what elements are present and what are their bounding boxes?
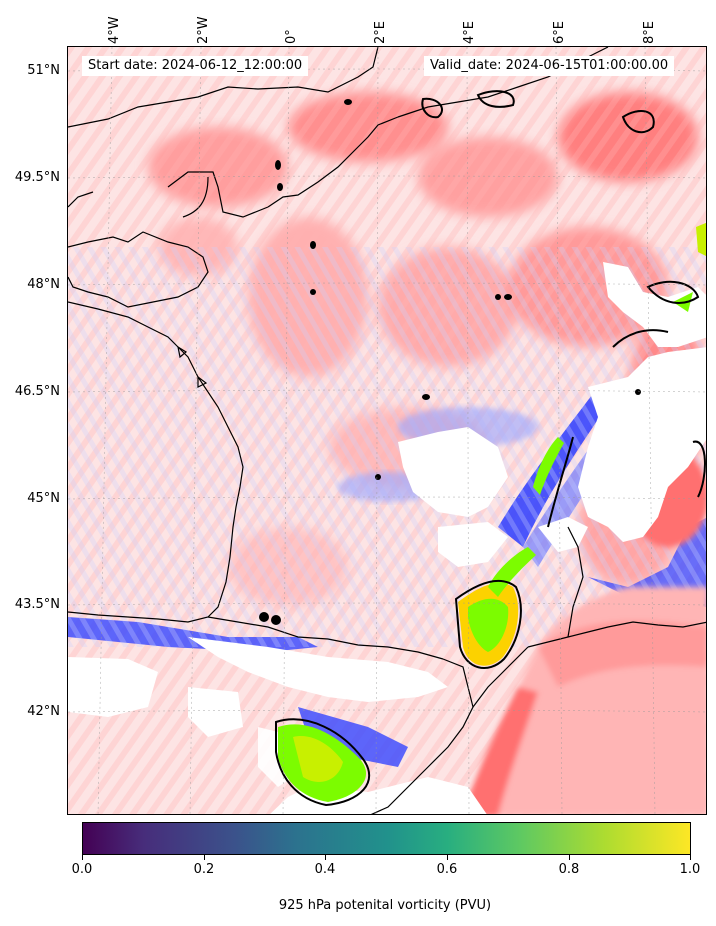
lat-label-46-5n: 46.5°N bbox=[14, 384, 60, 399]
field-high-pv bbox=[278, 222, 706, 802]
lat-label-42n: 42°N bbox=[27, 704, 60, 719]
colorbar-tick bbox=[690, 855, 691, 860]
colorbar bbox=[82, 822, 691, 855]
colorbar-tick-label: 0.0 bbox=[71, 862, 93, 877]
pv-contours bbox=[275, 90, 706, 807]
lon-label-4w: 4°W bbox=[107, 16, 122, 44]
lon-label-2e: 2°E bbox=[373, 21, 388, 44]
colorbar-tick-label: 0.2 bbox=[193, 862, 215, 877]
lat-label-51n: 51°N bbox=[27, 63, 60, 78]
lon-label-2w: 2°W bbox=[196, 16, 211, 44]
colorbar-tick bbox=[447, 855, 448, 860]
start-date-label: Start date: 2024-06-12_12:00:00 bbox=[82, 56, 309, 76]
colorbar-tick bbox=[325, 855, 326, 860]
coastline bbox=[68, 47, 706, 814]
colorbar-tick-label: 0.4 bbox=[314, 862, 336, 877]
lat-label-45n: 45°N bbox=[27, 491, 60, 506]
colorbar-tick-label: 0.8 bbox=[558, 862, 580, 877]
colorbar-tick bbox=[569, 855, 570, 860]
map-plot bbox=[67, 46, 707, 815]
lon-label-8e: 8°E bbox=[642, 21, 657, 44]
map-canvas bbox=[68, 47, 706, 814]
colorbar-label: 925 hPa potenital vorticity (PVU) bbox=[278, 898, 492, 913]
lon-label-6e: 6°E bbox=[552, 21, 567, 44]
field-positive-southeast bbox=[463, 447, 706, 814]
colorbar-tick-label: 1.0 bbox=[679, 862, 701, 877]
graticule bbox=[68, 47, 706, 814]
lat-label-49-5n: 49.5°N bbox=[14, 170, 60, 185]
lat-label-48n: 48°N bbox=[27, 277, 60, 292]
pv-dots bbox=[259, 99, 641, 625]
lon-label-4e: 4°E bbox=[462, 21, 477, 44]
lat-label-43-5n: 43.5°N bbox=[14, 597, 60, 612]
valid-date-label: Valid_date: 2024-06-15T01:00:00.00 bbox=[424, 56, 675, 76]
colorbar-tick-label: 0.6 bbox=[436, 862, 458, 877]
colorbar-tick bbox=[204, 855, 205, 860]
lon-label-0: 0° bbox=[284, 29, 299, 44]
colorbar-tick bbox=[82, 855, 83, 860]
